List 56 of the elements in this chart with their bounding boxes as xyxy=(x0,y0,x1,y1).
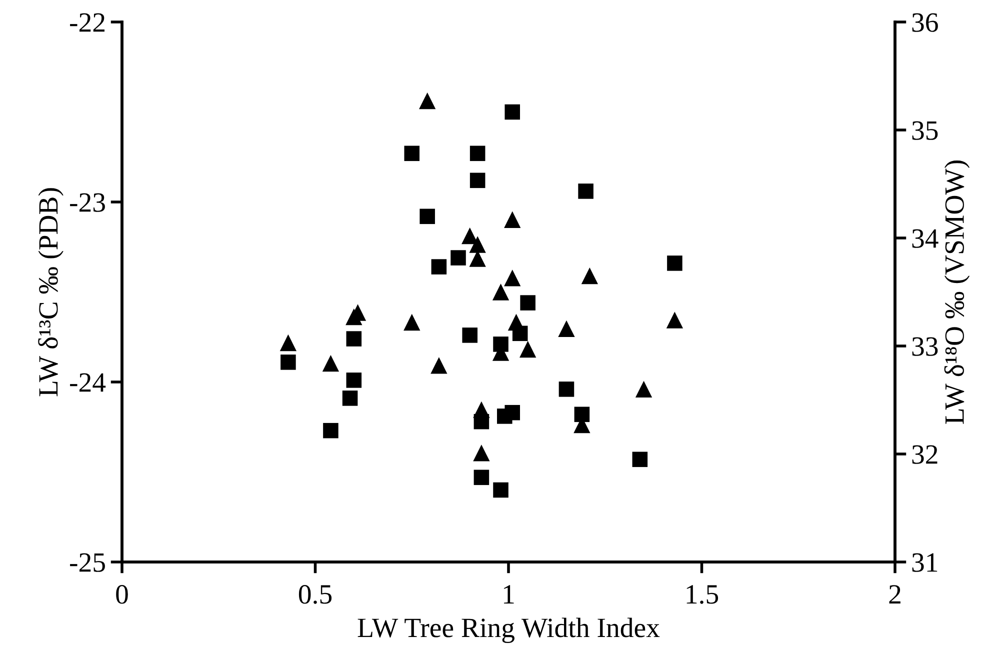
point xyxy=(404,146,420,162)
y2-tick-label: 32 xyxy=(912,445,938,464)
y2-tick-label: 34 xyxy=(912,229,938,248)
x-tick-label: 2 xyxy=(889,585,900,604)
y2-tick-label: 36 xyxy=(912,13,938,32)
point xyxy=(493,482,508,498)
point xyxy=(470,146,486,162)
point xyxy=(470,172,486,188)
y2-axis-title: LW δ¹⁸O ‰ (VSMOW) xyxy=(944,160,970,424)
x-tick-label: 1 xyxy=(504,585,514,604)
point xyxy=(473,401,490,418)
point xyxy=(574,406,590,422)
point xyxy=(473,444,490,462)
y-tick-label: -25 xyxy=(70,553,105,572)
point xyxy=(346,331,362,346)
point xyxy=(419,92,436,110)
point xyxy=(504,104,520,120)
point xyxy=(504,211,521,228)
point xyxy=(558,382,574,397)
y-tick-label: -23 xyxy=(70,193,105,212)
point xyxy=(667,256,682,271)
y-tick-label: -24 xyxy=(70,373,106,392)
y2-tick-label: 31 xyxy=(912,553,938,572)
point xyxy=(280,334,297,352)
x-tick-label: 1.5 xyxy=(686,585,718,604)
x-tick-label: 0 xyxy=(116,585,128,604)
point xyxy=(404,314,420,331)
point xyxy=(520,295,536,310)
point xyxy=(558,320,575,338)
point xyxy=(504,404,520,420)
y2-tick-label: 33 xyxy=(912,337,938,356)
point xyxy=(474,470,490,486)
point xyxy=(519,340,536,358)
point xyxy=(635,380,652,398)
x-axis-title: LW Tree Ring Width Index xyxy=(358,618,660,644)
point xyxy=(504,270,521,286)
point xyxy=(346,372,362,388)
point xyxy=(666,312,684,328)
point xyxy=(462,328,478,343)
point xyxy=(450,250,466,266)
point xyxy=(342,390,358,406)
point xyxy=(322,354,340,372)
y-axis-title: LW δ¹³C ‰ (PDB) xyxy=(38,188,64,396)
y-tick-label: -22 xyxy=(70,13,104,32)
point xyxy=(469,236,486,253)
y2-tick-label: 35 xyxy=(912,121,938,140)
x-tick-label: 0.5 xyxy=(298,585,332,604)
point xyxy=(323,422,338,438)
point xyxy=(431,259,447,274)
point xyxy=(420,208,435,224)
point xyxy=(492,284,510,300)
point xyxy=(632,452,648,468)
point xyxy=(280,354,296,370)
point xyxy=(578,184,594,199)
point xyxy=(581,267,598,284)
point xyxy=(430,357,448,374)
